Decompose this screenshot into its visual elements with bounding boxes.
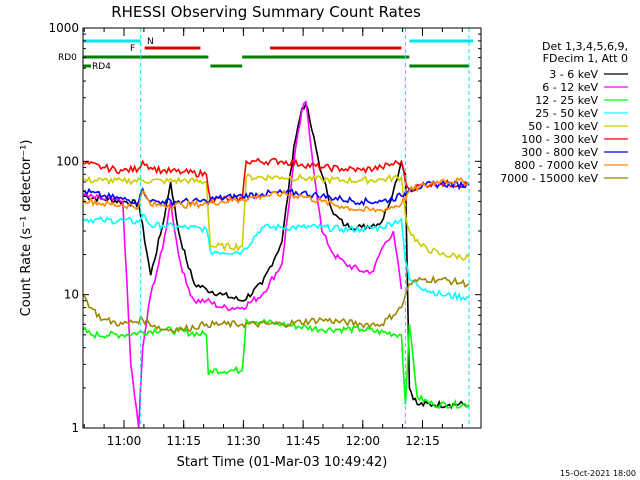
x-axis-label: Start Time (01-Mar-03 10:49:42) [177,455,388,470]
x-tick-label: 11:15 [166,434,201,448]
legend-label: 100 - 300 keV [521,133,598,146]
series-line [82,100,403,429]
chart-title: RHESSI Observing Summary Count Rates [111,3,421,21]
flag-label: N [147,37,154,47]
y-tick-label: 1 [71,421,79,435]
plot-frame [82,27,482,429]
series-line [82,157,470,205]
series-line [82,317,470,409]
flag-bars: N F RD0 RD4 [58,37,474,72]
series-line [82,177,470,214]
x-axis: 11:00 11:15 11:30 11:45 12:00 12:15 [83,28,463,448]
legend-label: 6 - 12 keV [542,81,598,94]
x-tick-label: 11:00 [107,434,142,448]
x-tick-label: 12:00 [345,434,380,448]
legend-label: 50 - 100 keV [528,120,598,133]
legend-header: FDecim 1, Att 0 [543,52,628,65]
legend-label: 7000 - 15000 keV [500,172,598,185]
series-line [82,213,470,302]
y-axis-label: Count Rate (s⁻¹ detector⁻¹) [19,140,34,317]
series-lines [82,100,470,429]
flag-label: RD0 [58,53,77,63]
legend-label: 3 - 6 keV [549,68,598,81]
legend: Det 1,3,4,5,6,9,FDecim 1, Att 0 3 - 6 keV… [500,40,628,185]
flag-label: F [130,44,135,54]
legend-label: 300 - 800 keV [521,146,598,159]
series-line [82,274,470,334]
y-axis: 1 10 100 1000 [48,21,481,435]
y-tick-label: 1000 [48,21,79,35]
legend-header: Det 1,3,4,5,6,9, [542,40,628,53]
series-line [82,173,470,262]
y-tick-label: 10 [64,288,79,302]
flag-label: RD4 [92,62,111,72]
footer-timestamp: 15-Oct-2021 18:00 [560,469,636,478]
x-tick-label: 11:45 [286,434,321,448]
x-tick-label: 11:30 [226,434,261,448]
y-tick-label: 100 [56,154,79,168]
legend-label: 25 - 50 keV [535,107,598,120]
legend-label: 12 - 25 keV [535,94,598,107]
x-tick-label: 12:15 [405,434,440,448]
legend-label: 800 - 7000 keV [514,159,598,172]
